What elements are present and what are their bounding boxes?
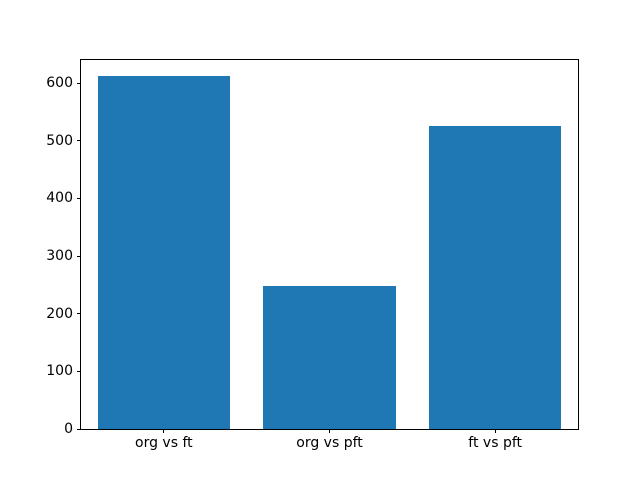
- x-tick-mark: [329, 429, 330, 433]
- x-tick-mark: [163, 429, 165, 433]
- y-tick-mark: [77, 428, 81, 430]
- bar-org-vs-pft: [263, 286, 396, 429]
- x-tick-label: ft vs pft: [468, 435, 523, 451]
- y-tick-label: 500: [46, 132, 73, 149]
- y-tick-mark: [77, 82, 81, 84]
- x-tick-label: org vs pft: [296, 435, 363, 451]
- y-tick-label: 100: [46, 363, 73, 380]
- y-tick-label: 0: [64, 421, 73, 437]
- plot-area: 0 100 200 300 400 500 600 org vs ft org vs pft ft…: [46, 59, 579, 450]
- x-tick-label: org vs ft: [135, 435, 193, 451]
- y-tick-label: 600: [46, 75, 73, 92]
- bar-ft-vs-pft: [428, 126, 562, 429]
- x-tick-mark: [494, 429, 496, 433]
- y-tick-mark: [77, 370, 81, 372]
- bar-org-vs-ft: [97, 75, 231, 429]
- y-tick-label: 300: [46, 248, 73, 265]
- y-tick-mark: [77, 197, 81, 199]
- y-tick-mark: [77, 255, 81, 257]
- y-tick-label: 200: [46, 305, 73, 322]
- y-tick-mark: [77, 313, 81, 315]
- y-tick-mark: [77, 140, 81, 142]
- y-tick-label: 400: [46, 190, 73, 207]
